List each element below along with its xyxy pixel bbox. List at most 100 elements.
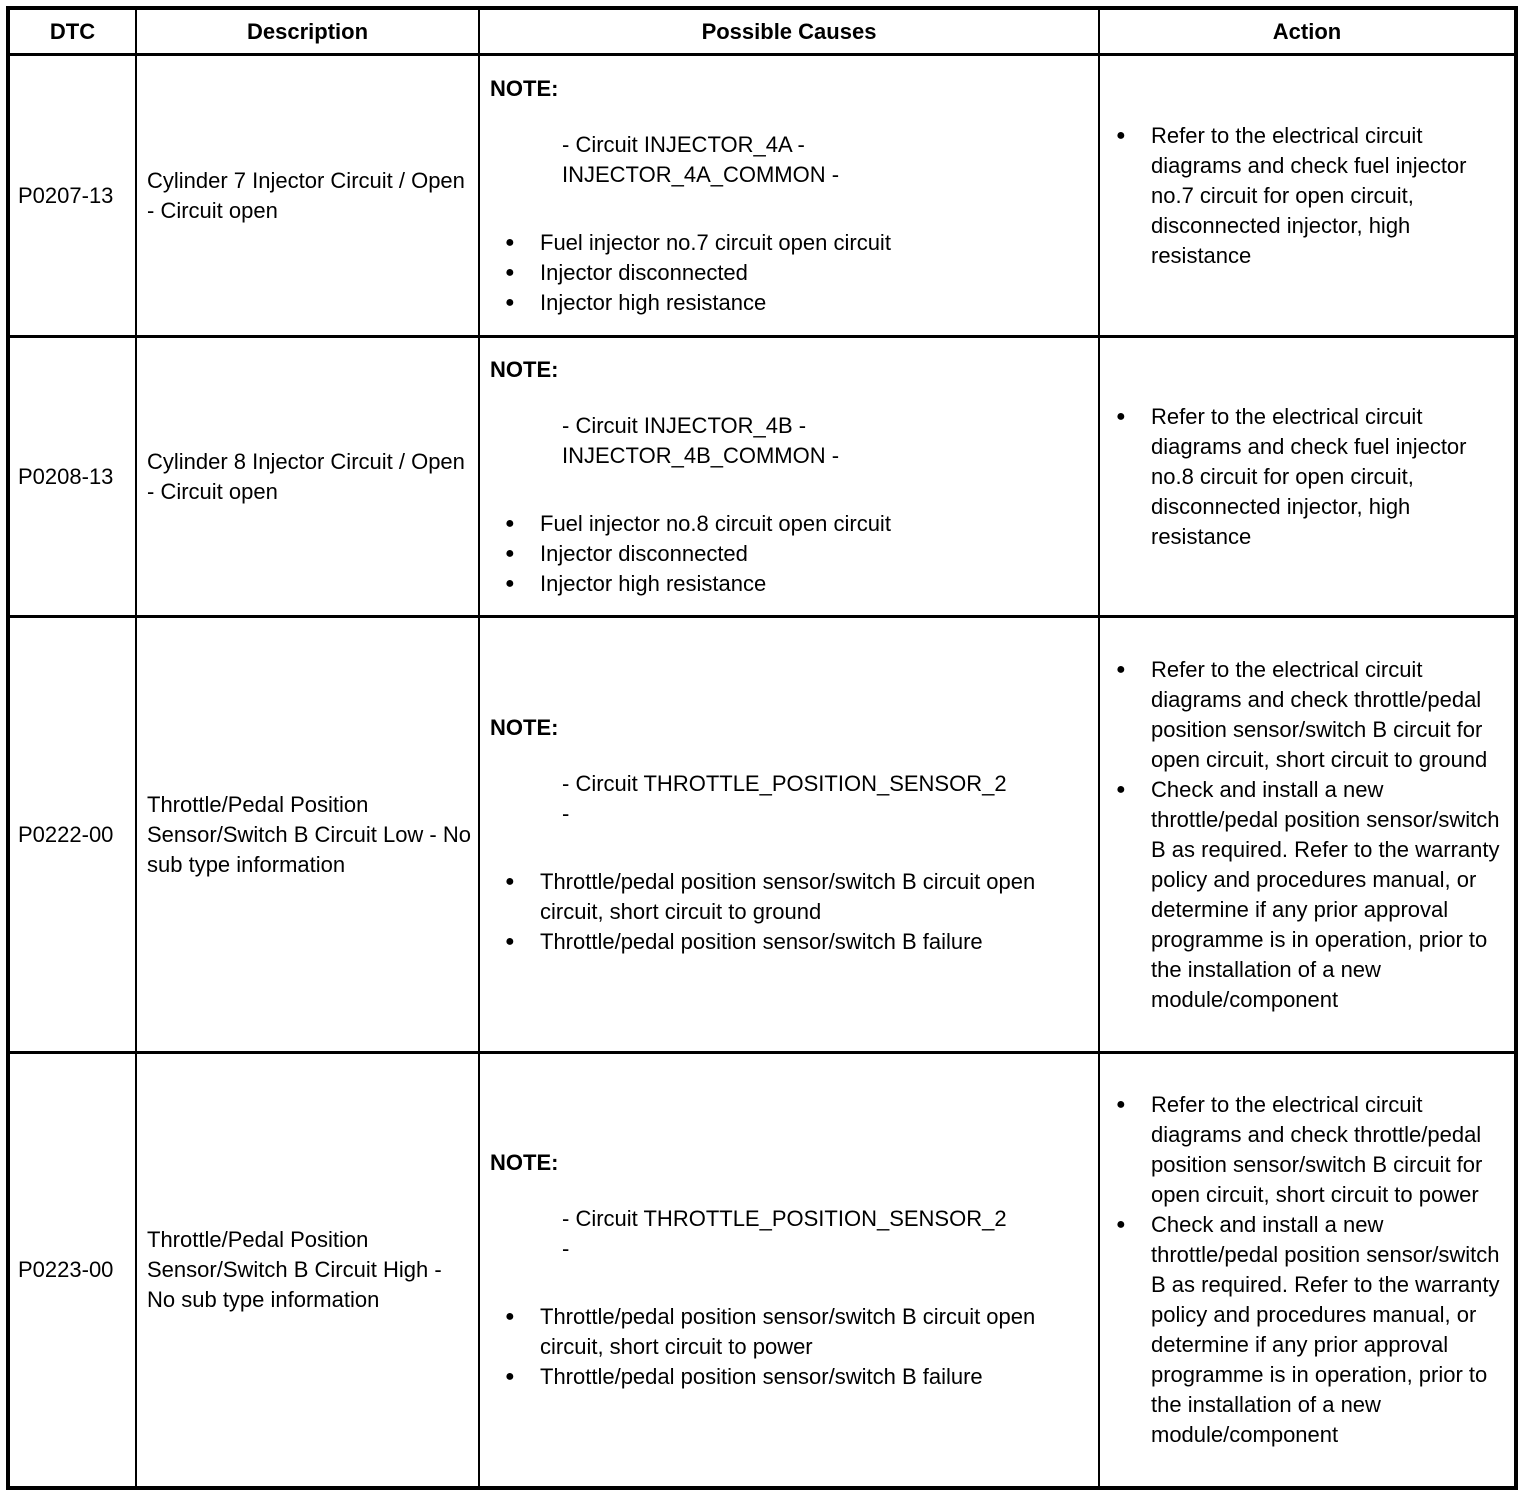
cause-item-text: Throttle/pedal position sensor/switch B … xyxy=(540,928,983,954)
cause-item: ● Injector high resistance xyxy=(490,569,1088,599)
action-item: ● Check and install a new throttle/pedal … xyxy=(1101,1210,1512,1450)
action-item: ● Refer to the electrical circuit diagram… xyxy=(1101,402,1512,552)
causes-list: ● Throttle/pedal position sensor/switch B… xyxy=(490,1302,1088,1392)
table-row: P0207-13 Cylinder 7 Injector Circuit / O… xyxy=(7,53,1517,338)
cause-item: ● Throttle/pedal position sensor/switch B… xyxy=(490,1302,1088,1362)
note-circuit-line: - Circuit THROTTLE_POSITION_SENSOR_2 xyxy=(562,770,1007,796)
cause-item-text: Throttle/pedal position sensor/switch B … xyxy=(540,1363,983,1389)
bullet-icon: ● xyxy=(1116,780,1126,798)
note-circuit-line: - xyxy=(562,800,570,826)
note-circuit-lines: - Circuit THROTTLE_POSITION_SENSOR_2 - xyxy=(490,769,1088,829)
cause-item: ● Injector disconnected xyxy=(490,258,1088,288)
table-header-row: DTC Description Possible Causes Action xyxy=(7,6,1517,56)
action-cell: ● Refer to the electrical circuit diagram… xyxy=(1098,615,1517,1054)
note-circuit-line: - Circuit INJECTOR_4B - xyxy=(562,412,807,438)
action-list: ● Refer to the electrical circuit diagram… xyxy=(1101,121,1512,271)
action-item: ● Refer to the electrical circuit diagram… xyxy=(1101,1090,1512,1210)
note-circuit-line: - Circuit INJECTOR_4A - xyxy=(562,131,805,157)
bullet-icon: ● xyxy=(505,1367,515,1385)
action-cell: ● Refer to the electrical circuit diagram… xyxy=(1098,53,1517,338)
dtc-cell: P0207-13 xyxy=(7,53,137,338)
bullet-icon: ● xyxy=(505,872,515,890)
action-item-text: Refer to the electrical circuit diagrams… xyxy=(1151,1091,1483,1207)
possible-causes-cell: NOTE: - Circuit INJECTOR_4B - INJECTOR_4B… xyxy=(478,335,1100,618)
note-circuit-line: INJECTOR_4A_COMMON - xyxy=(562,161,840,187)
cause-item: ● Throttle/pedal position sensor/switch B… xyxy=(490,867,1088,927)
table-row: P0222-00 Throttle/Pedal Position Sensor/… xyxy=(7,615,1517,1054)
column-header-description: Description xyxy=(135,6,480,56)
note-circuit-line: INJECTOR_4B_COMMON - xyxy=(562,442,840,468)
table-row: P0223-00 Throttle/Pedal Position Sensor/… xyxy=(7,1051,1517,1489)
dtc-code: P0223-00 xyxy=(18,1256,114,1282)
dtc-table: DTC Description Possible Causes Action P… xyxy=(6,6,1518,1490)
cause-item: ● Throttle/pedal position sensor/switch B… xyxy=(490,1362,1088,1392)
cause-item-text: Throttle/pedal position sensor/switch B … xyxy=(540,1303,1036,1359)
dtc-code: P0222-00 xyxy=(18,821,114,847)
cause-item-text: Injector disconnected xyxy=(540,540,748,566)
possible-causes-cell: NOTE: - Circuit THROTTLE_POSITION_SENSOR… xyxy=(478,615,1100,1054)
action-item-text: Refer to the electrical circuit diagrams… xyxy=(1151,403,1467,549)
action-item-text: Refer to the electrical circuit diagrams… xyxy=(1151,656,1488,772)
note-circuit-lines: - Circuit INJECTOR_4A - INJECTOR_4A_COMMO… xyxy=(490,130,1088,190)
causes-list: ● Throttle/pedal position sensor/switch B… xyxy=(490,867,1088,957)
bullet-icon: ● xyxy=(1116,1215,1126,1233)
dtc-cell: P0223-00 xyxy=(7,1051,137,1489)
bullet-icon: ● xyxy=(505,932,515,950)
description-text: Throttle/Pedal Position Sensor/Switch B … xyxy=(147,791,471,877)
action-item: ● Refer to the electrical circuit diagram… xyxy=(1101,655,1512,775)
note-circuit-line: - xyxy=(562,1235,570,1261)
note-label: NOTE: xyxy=(490,75,559,101)
action-list: ● Refer to the electrical circuit diagram… xyxy=(1101,655,1512,1015)
dtc-code: P0208-13 xyxy=(18,463,114,489)
dtc-code: P0207-13 xyxy=(18,182,114,208)
action-item: ● Refer to the electrical circuit diagram… xyxy=(1101,121,1512,271)
bullet-icon: ● xyxy=(505,1307,515,1325)
description-cell: Cylinder 7 Injector Circuit / Open - Cir… xyxy=(135,53,480,338)
note-label: NOTE: xyxy=(490,1149,559,1175)
bullet-icon: ● xyxy=(1116,1095,1126,1113)
description-text: Cylinder 7 Injector Circuit / Open - Cir… xyxy=(147,167,465,223)
action-item-text: Check and install a new throttle/pedal p… xyxy=(1151,1211,1500,1447)
column-header-possible-causes: Possible Causes xyxy=(478,6,1100,56)
bullet-icon: ● xyxy=(505,293,515,311)
bullet-icon: ● xyxy=(505,263,515,281)
description-text: Throttle/Pedal Position Sensor/Switch B … xyxy=(147,1226,442,1312)
bullet-icon: ● xyxy=(1116,407,1126,425)
bullet-icon: ● xyxy=(505,544,515,562)
note-circuit-lines: - Circuit INJECTOR_4B - INJECTOR_4B_COMMO… xyxy=(490,411,1088,471)
cause-item: ● Fuel injector no.8 circuit open circuit xyxy=(490,509,1088,539)
note-circuit-lines: - Circuit THROTTLE_POSITION_SENSOR_2 - xyxy=(490,1204,1088,1264)
cause-item: ● Fuel injector no.7 circuit open circuit xyxy=(490,228,1088,258)
action-item-text: Refer to the electrical circuit diagrams… xyxy=(1151,122,1467,268)
description-cell: Throttle/Pedal Position Sensor/Switch B … xyxy=(135,1051,480,1489)
action-list: ● Refer to the electrical circuit diagram… xyxy=(1101,1090,1512,1450)
dtc-cell: P0208-13 xyxy=(7,335,137,618)
note-circuit-line: - Circuit THROTTLE_POSITION_SENSOR_2 xyxy=(562,1205,1007,1231)
action-item-text: Check and install a new throttle/pedal p… xyxy=(1151,776,1500,1012)
possible-causes-cell: NOTE: - Circuit INJECTOR_4A - INJECTOR_4A… xyxy=(478,53,1100,338)
action-cell: ● Refer to the electrical circuit diagram… xyxy=(1098,335,1517,618)
dtc-table-body: P0207-13 Cylinder 7 Injector Circuit / O… xyxy=(7,53,1517,1489)
action-item: ● Check and install a new throttle/pedal … xyxy=(1101,775,1512,1015)
action-cell: ● Refer to the electrical circuit diagram… xyxy=(1098,1051,1517,1489)
causes-list: ● Fuel injector no.7 circuit open circuit… xyxy=(490,228,1088,318)
description-cell: Throttle/Pedal Position Sensor/Switch B … xyxy=(135,615,480,1054)
bullet-icon: ● xyxy=(1116,660,1126,678)
note-label: NOTE: xyxy=(490,356,559,382)
possible-causes-cell: NOTE: - Circuit THROTTLE_POSITION_SENSOR… xyxy=(478,1051,1100,1489)
cause-item-text: Injector disconnected xyxy=(540,259,748,285)
cause-item: ● Throttle/pedal position sensor/switch B… xyxy=(490,927,1088,957)
cause-item: ● Injector high resistance xyxy=(490,288,1088,318)
cause-item-text: Injector high resistance xyxy=(540,570,767,596)
cause-item-text: Throttle/pedal position sensor/switch B … xyxy=(540,868,1036,924)
dtc-cell: P0222-00 xyxy=(7,615,137,1054)
column-header-dtc: DTC xyxy=(7,6,137,56)
note-label: NOTE: xyxy=(490,714,559,740)
bullet-icon: ● xyxy=(505,574,515,592)
description-text: Cylinder 8 Injector Circuit / Open - Cir… xyxy=(147,448,465,504)
cause-item-text: Fuel injector no.8 circuit open circuit xyxy=(540,510,891,536)
table-row: P0208-13 Cylinder 8 Injector Circuit / O… xyxy=(7,335,1517,618)
bullet-icon: ● xyxy=(505,233,515,251)
cause-item-text: Fuel injector no.7 circuit open circuit xyxy=(540,229,891,255)
bullet-icon: ● xyxy=(505,514,515,532)
